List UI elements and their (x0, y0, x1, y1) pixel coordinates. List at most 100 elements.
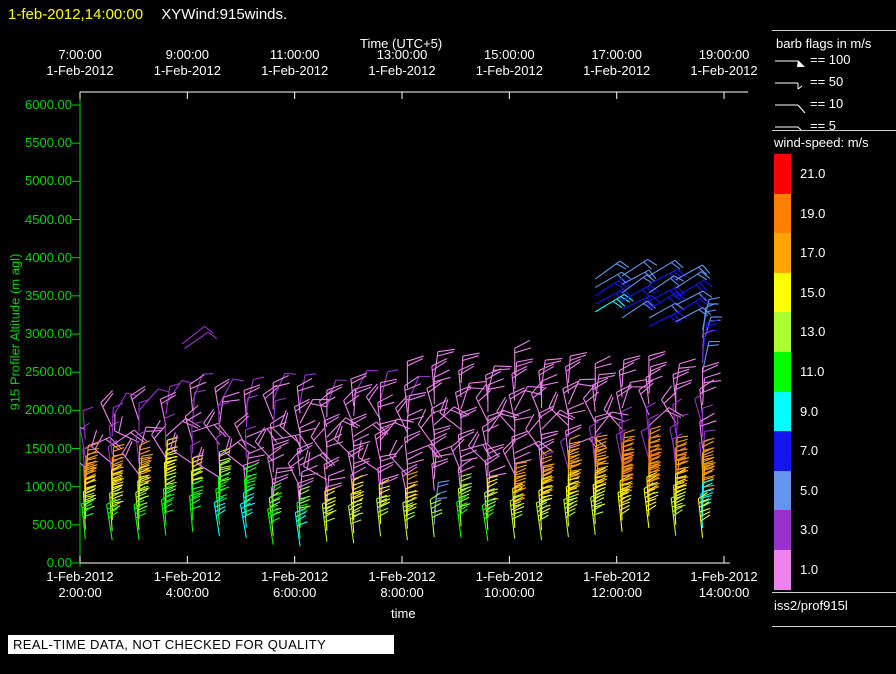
wind-barb-feather (595, 414, 612, 423)
wind-barb-feather (133, 499, 145, 506)
y-axis-tick-label: 4500.00 (25, 211, 72, 227)
wind-barb-feather (310, 402, 328, 408)
wind-barb-feather (541, 433, 558, 440)
wind-barb-feather (333, 423, 342, 440)
wind-barb-feather (437, 483, 449, 488)
wind-barb-feather (612, 300, 623, 309)
wind-barb-feather (621, 476, 633, 482)
wind-barb-feather (189, 495, 201, 501)
wind-barb-staff (481, 505, 489, 541)
speed-value-label: 7.0 (800, 443, 819, 459)
wind-barb-feather (700, 386, 717, 394)
wind-barb-feather (137, 475, 148, 482)
wind-barb-feather (328, 469, 345, 477)
wind-barb-feather (378, 478, 390, 486)
wind-barb-feather (568, 464, 579, 470)
wind-barb-feather (297, 503, 308, 508)
wind-barb-feather (650, 364, 667, 372)
wind-barb-feather (374, 425, 390, 436)
wind-barb-staff (294, 512, 301, 547)
wind-barb-feather (431, 432, 447, 442)
wind-barb-feather (287, 450, 301, 464)
wind-barb-feather (407, 459, 424, 465)
wind-barb-feather (487, 385, 505, 391)
wind-barb-feather (700, 488, 711, 495)
wind-barb-feather (485, 500, 496, 507)
wind-barb-feather (169, 382, 181, 388)
speed-value-label: 9.0 (800, 403, 819, 419)
wind-barb-feather (619, 260, 630, 268)
wind-barb-staff (702, 341, 710, 372)
wind-barb-feather (645, 286, 656, 294)
wind-barb-feather (342, 420, 359, 429)
wind-barb-feather (186, 411, 202, 422)
wind-barb-feather (377, 461, 394, 469)
wind-barb-feather (165, 485, 177, 490)
wind-barb-feather (272, 473, 289, 481)
wind-barb-feather (650, 464, 661, 469)
wind-barb-feather (630, 378, 648, 384)
wind-barb-feather (64, 405, 65, 422)
wind-speed-legend-title: wind-speed: m/s (774, 135, 869, 150)
wind-barb-feather (588, 421, 599, 428)
wind-barb-feather (276, 466, 294, 469)
wind-barb-feather (512, 486, 523, 494)
wind-barb-feather (592, 377, 609, 386)
wind-barb-feather (704, 465, 716, 470)
wind-barb-feather (353, 441, 371, 447)
wind-barb-feather (703, 437, 715, 443)
wind-barb-feather (455, 385, 472, 393)
wind-barb-feather (485, 368, 502, 376)
wind-barb-feather (102, 392, 114, 408)
wind-barb-feather (133, 429, 148, 442)
wind-barb-staff (617, 492, 623, 532)
wind-barb-feather (458, 508, 468, 517)
wind-barb-feather (642, 298, 652, 308)
wind-barb-feather (234, 412, 249, 425)
wind-barb-feather (698, 498, 710, 504)
wind-barb-staff (245, 398, 248, 428)
wind-barb-feather (648, 473, 660, 478)
speed-value-label: 19.0 (800, 205, 826, 221)
title-bar: 1-feb-2012,14:00:00 XYWind:915winds. (8, 6, 287, 23)
wind-barb-feather (565, 508, 576, 514)
wind-barb-feather (568, 470, 579, 476)
wind-barb-feather (191, 476, 203, 481)
wind-barb-feather (646, 501, 657, 508)
wind-barb-feather (670, 262, 681, 270)
wind-barb-feather (139, 479, 151, 484)
wind-barb-feather (407, 358, 424, 367)
wind-barb-feather (595, 477, 606, 483)
wind-barb-feather (299, 420, 316, 429)
wind-barb-feather (510, 500, 522, 507)
wind-barb-feather (621, 463, 633, 469)
wind-barb-feather (351, 493, 362, 499)
wind-barb-feather (538, 491, 550, 496)
wind-barb-feather (382, 474, 399, 481)
wind-barb-feather (568, 451, 579, 456)
wind-barb-feather (216, 493, 228, 499)
wind-barb-feather (379, 488, 390, 495)
wind-barb-feather (647, 258, 658, 266)
wind-barb-feather (113, 443, 125, 448)
wind-barb-feather (646, 504, 657, 512)
wind-barb-feather (648, 440, 660, 445)
wind-barb-feather (566, 497, 578, 501)
wind-barb-feather (407, 484, 418, 490)
wind-barb-feather (405, 490, 417, 495)
wind-barb-feather (538, 405, 555, 414)
wind-barb-feather (457, 458, 473, 469)
top-axis-tick-label: 9:00:00 1-Feb-2012 (153, 47, 221, 78)
wind-barb-feather (487, 446, 504, 455)
wind-barb-feather (380, 381, 397, 388)
wind-barb-feather (65, 435, 73, 450)
wind-barb-staff (135, 435, 140, 464)
wind-barb-staff (165, 380, 183, 405)
legend-divider (772, 626, 896, 627)
color-swatch (774, 352, 791, 392)
wind-barb-feather (672, 502, 683, 508)
wind-barb-feather (87, 448, 99, 451)
wind-barb-feather (378, 510, 389, 518)
wind-barb-feather (365, 383, 378, 398)
wind-barb-feather (593, 487, 604, 495)
